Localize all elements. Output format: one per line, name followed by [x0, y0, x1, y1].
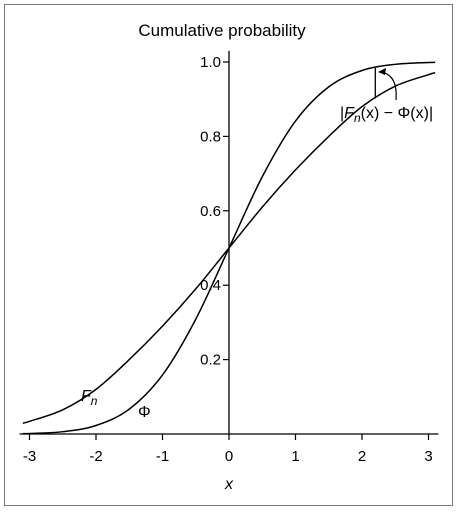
x-tick-label: 2: [358, 448, 366, 465]
y-tick-label: 0.8: [200, 128, 221, 145]
annot-middle: (x) − Φ(x): [361, 105, 429, 122]
ticks: -3 -2 -1 0 1 2 3 0.2 0.4 0.6 0.8 1.0: [23, 54, 433, 465]
x-tick-label: 3: [424, 448, 432, 465]
chart-title: Cumulative probability: [138, 21, 306, 40]
x-axis-label: x: [224, 476, 234, 493]
annot-sub: n: [354, 111, 361, 125]
y-tick-label: 0.4: [200, 277, 221, 294]
annot-bar-right: |: [429, 105, 433, 122]
fn-label-main: F: [81, 388, 92, 405]
x-tick-label: 1: [291, 448, 299, 465]
difference-annotation: |Fn(x) − Φ(x)|: [340, 105, 433, 125]
curves: [22, 61, 436, 435]
x-tick-label: -2: [89, 448, 102, 465]
annotation-arrowhead: [378, 68, 386, 75]
y-tick-label: 0.2: [200, 352, 221, 369]
phi-curve: [22, 61, 436, 435]
x-tick-label: 0: [225, 448, 233, 465]
fn-label-sub: n: [91, 394, 98, 408]
y-tick-label: 1.0: [200, 54, 221, 71]
x-tick-label: -1: [156, 448, 169, 465]
x-tick-label: -3: [23, 448, 36, 465]
y-tick-label: 0.6: [200, 203, 221, 220]
phi-series-label: Φ: [138, 404, 151, 421]
annot-bar-left: |: [340, 105, 344, 122]
annot-f: F: [344, 105, 355, 122]
fn-series-label: Fn: [81, 388, 98, 408]
